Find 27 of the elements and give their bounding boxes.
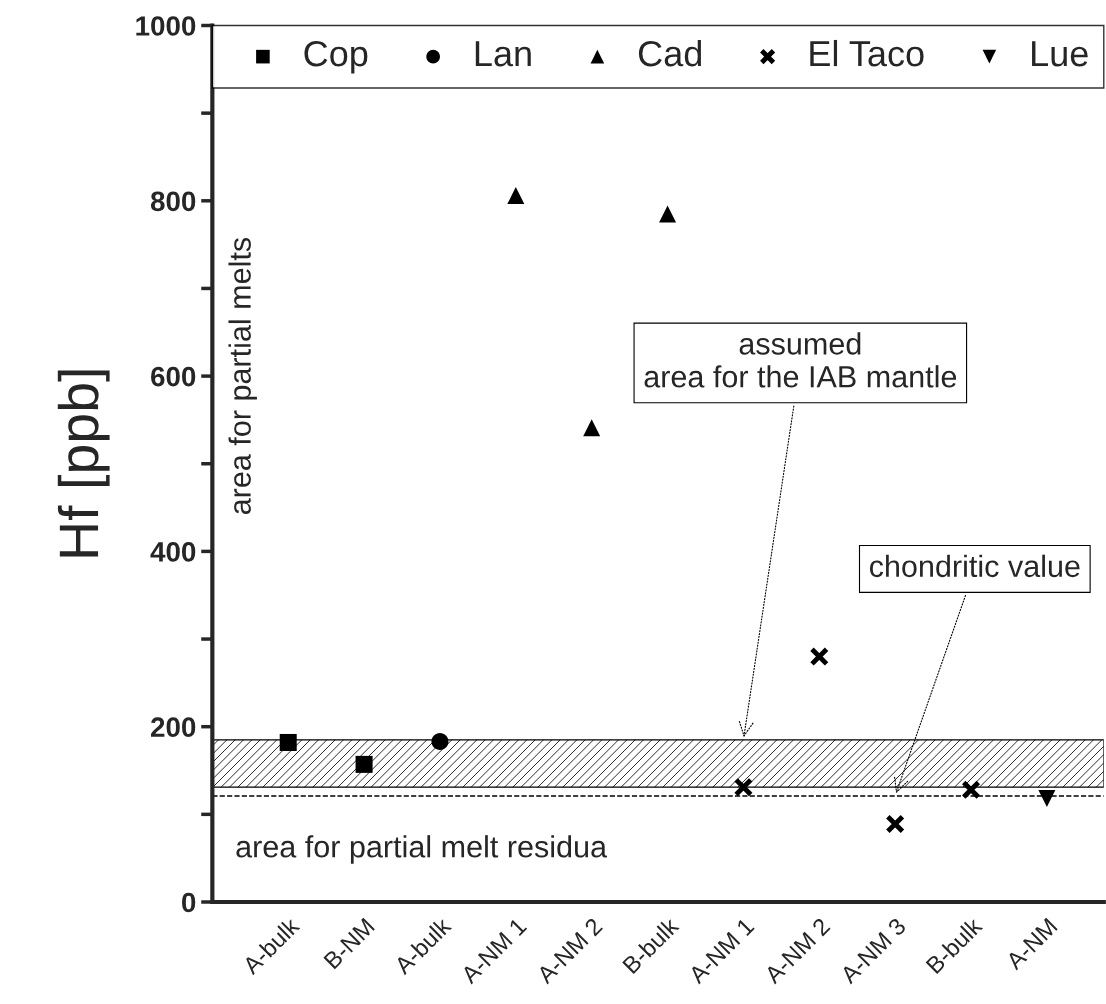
point xyxy=(961,780,981,800)
point xyxy=(507,187,525,205)
legend-label: El Taco xyxy=(810,39,924,67)
point xyxy=(809,646,829,667)
point xyxy=(355,755,373,773)
point xyxy=(885,814,905,834)
point xyxy=(733,777,754,797)
legend-label: Lue xyxy=(1032,41,1088,67)
point xyxy=(431,733,449,751)
legend-label: Cad xyxy=(638,39,702,67)
y-tick-label: 0 xyxy=(182,892,196,913)
band-label: assumed area for the IAB mantle xyxy=(644,332,957,388)
y-tick-label: 600 xyxy=(151,366,196,387)
point xyxy=(279,733,297,751)
legend-label: Lan xyxy=(475,41,531,67)
ref-line-label: chondritic value xyxy=(869,554,1080,578)
annotation: area for partial melt residua xyxy=(236,835,608,864)
point xyxy=(659,205,677,223)
y-tick-label: 400 xyxy=(150,542,196,562)
point xyxy=(1038,790,1056,808)
legend-label: Cop xyxy=(304,40,368,74)
annotation: area for partial melts xyxy=(228,237,257,515)
y-tick-label: 200 xyxy=(151,717,196,738)
y-tick-label: 1000 xyxy=(136,16,196,36)
point xyxy=(583,419,601,437)
y-axis-title: Hf [ppb] xyxy=(57,370,110,557)
y-tick-label: 800 xyxy=(150,191,196,212)
